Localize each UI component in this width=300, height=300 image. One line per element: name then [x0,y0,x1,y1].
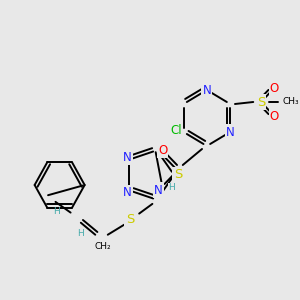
Text: O: O [158,143,167,157]
Text: S: S [174,169,182,182]
Text: N: N [154,184,163,196]
Text: CH₂: CH₂ [95,242,111,251]
Text: S: S [257,95,265,109]
Text: Cl: Cl [170,124,182,136]
Text: H: H [53,207,60,216]
Text: O: O [270,110,279,122]
Text: S: S [126,213,134,226]
Text: N: N [123,186,131,199]
Text: O: O [270,82,279,94]
Text: CH₃: CH₃ [282,98,299,106]
Text: N: N [202,83,211,97]
Text: N: N [226,125,235,139]
Text: H: H [168,184,175,193]
Text: H: H [77,229,84,238]
Text: N: N [123,151,131,164]
